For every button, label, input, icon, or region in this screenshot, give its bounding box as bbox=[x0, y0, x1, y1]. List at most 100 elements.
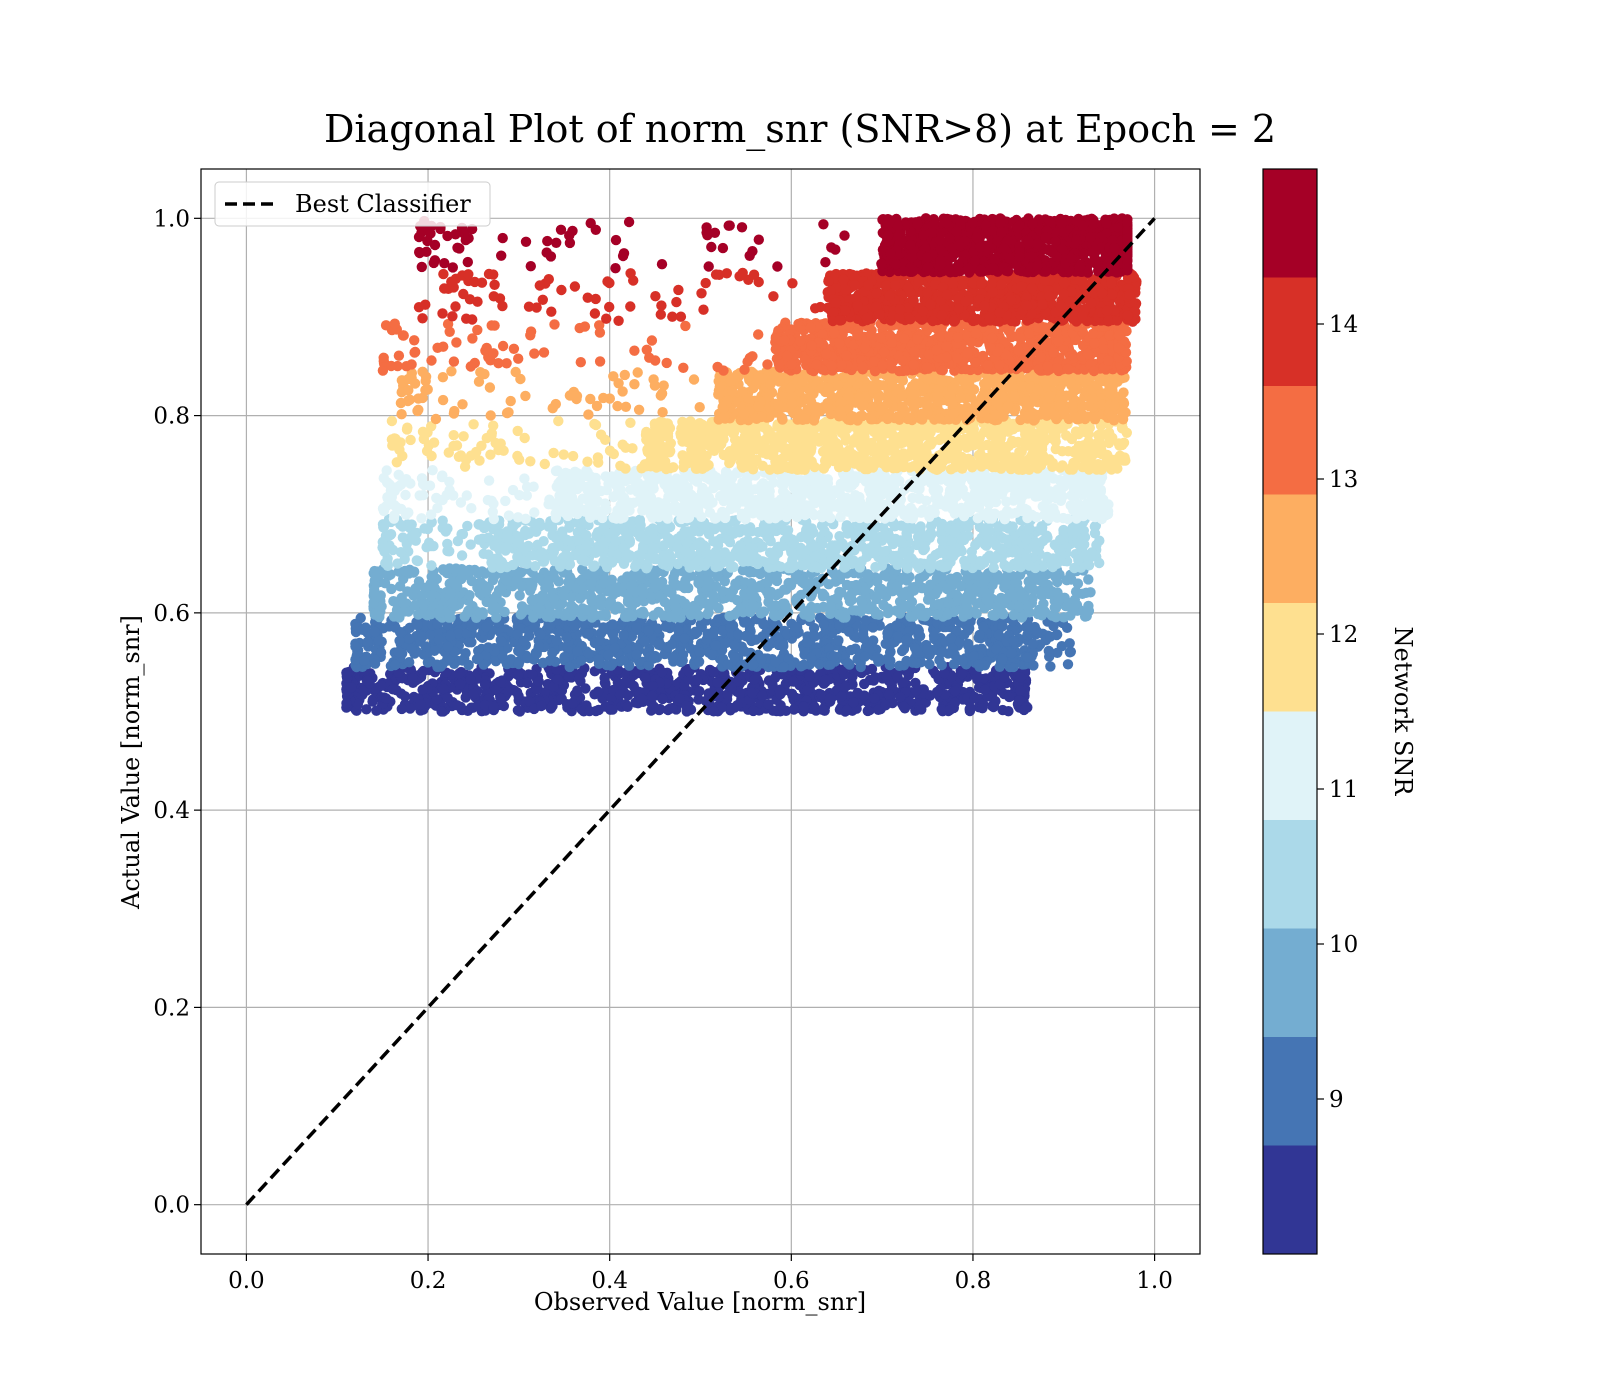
data-point bbox=[777, 486, 789, 497]
data-point bbox=[949, 508, 961, 519]
data-point bbox=[543, 575, 554, 586]
data-point bbox=[628, 680, 639, 692]
data-point bbox=[641, 563, 652, 574]
data-point bbox=[473, 652, 484, 663]
data-point bbox=[950, 485, 962, 496]
data-point bbox=[1027, 571, 1039, 583]
data-point bbox=[925, 563, 936, 574]
data-point bbox=[1007, 547, 1018, 558]
data-point bbox=[773, 588, 785, 599]
data-point bbox=[807, 541, 819, 552]
data-point bbox=[437, 515, 448, 526]
data-point bbox=[557, 526, 568, 537]
data-point bbox=[786, 547, 797, 558]
data-point bbox=[835, 511, 846, 523]
data-point bbox=[648, 610, 659, 621]
data-point bbox=[466, 575, 477, 587]
data-point bbox=[859, 690, 870, 701]
data-point bbox=[501, 575, 512, 586]
data-point bbox=[551, 635, 562, 646]
data-point bbox=[387, 684, 399, 695]
data-point bbox=[911, 657, 922, 669]
data-point bbox=[842, 657, 853, 669]
data-point bbox=[941, 561, 952, 572]
data-point bbox=[615, 488, 626, 500]
data-point bbox=[607, 556, 618, 567]
data-point bbox=[693, 555, 704, 566]
data-point bbox=[1006, 648, 1017, 659]
data-point bbox=[919, 543, 930, 554]
data-point bbox=[895, 692, 906, 703]
data-point bbox=[561, 632, 572, 643]
data-point bbox=[796, 560, 807, 571]
data-point bbox=[977, 703, 988, 714]
data-point bbox=[865, 495, 876, 506]
data-point bbox=[389, 659, 401, 671]
data-point bbox=[618, 655, 629, 666]
data-point bbox=[735, 603, 746, 614]
data-point bbox=[362, 636, 373, 648]
data-point bbox=[748, 600, 759, 612]
data-point bbox=[979, 684, 991, 695]
data-point bbox=[554, 490, 565, 501]
data-point bbox=[997, 609, 1009, 620]
data-point bbox=[990, 540, 1002, 551]
data-point bbox=[1038, 605, 1050, 617]
data-point bbox=[480, 621, 492, 633]
data-point bbox=[659, 479, 670, 490]
data-point bbox=[569, 620, 580, 631]
data-point bbox=[622, 611, 633, 622]
data-point bbox=[461, 490, 472, 501]
data-point bbox=[694, 686, 705, 697]
data-point bbox=[369, 658, 381, 669]
data-point bbox=[1086, 547, 1098, 558]
data-point bbox=[741, 494, 753, 506]
data-point bbox=[694, 594, 705, 606]
data-point bbox=[716, 702, 727, 713]
data-point bbox=[1051, 629, 1062, 641]
data-point bbox=[610, 535, 621, 547]
data-point bbox=[724, 610, 735, 622]
data-point bbox=[1080, 587, 1092, 598]
data-point bbox=[818, 474, 830, 485]
data-point bbox=[643, 625, 654, 637]
data-point bbox=[956, 669, 968, 680]
data-point bbox=[410, 583, 421, 594]
data-point bbox=[719, 547, 731, 558]
data-point bbox=[931, 573, 942, 584]
data-point bbox=[691, 504, 703, 515]
data-point bbox=[880, 700, 891, 711]
data-point bbox=[638, 608, 649, 619]
data-point bbox=[761, 586, 773, 598]
data-point bbox=[710, 640, 721, 651]
data-point bbox=[778, 640, 789, 652]
data-point bbox=[357, 624, 368, 635]
data-point bbox=[932, 609, 943, 620]
data-point bbox=[603, 478, 614, 489]
data-point bbox=[817, 588, 828, 599]
data-point bbox=[729, 640, 740, 651]
data-point bbox=[513, 645, 524, 657]
data-point bbox=[869, 693, 880, 704]
data-point bbox=[794, 491, 805, 502]
data-point bbox=[653, 639, 664, 650]
data-point bbox=[823, 579, 834, 590]
data-point bbox=[575, 655, 587, 666]
data-point bbox=[855, 606, 867, 617]
data-point bbox=[764, 547, 776, 558]
data-point bbox=[719, 638, 730, 649]
scatter-points bbox=[341, 213, 1142, 717]
data-point bbox=[898, 589, 909, 601]
data-point bbox=[797, 479, 809, 490]
data-point bbox=[883, 689, 895, 700]
data-point bbox=[675, 530, 687, 541]
data-point bbox=[630, 560, 641, 571]
data-point bbox=[406, 643, 417, 655]
data-point bbox=[656, 667, 668, 678]
data-point bbox=[973, 502, 985, 513]
data-point bbox=[584, 705, 595, 717]
data-point bbox=[513, 670, 524, 681]
data-point bbox=[399, 691, 411, 702]
data-point bbox=[910, 685, 922, 697]
data-point bbox=[833, 635, 844, 646]
